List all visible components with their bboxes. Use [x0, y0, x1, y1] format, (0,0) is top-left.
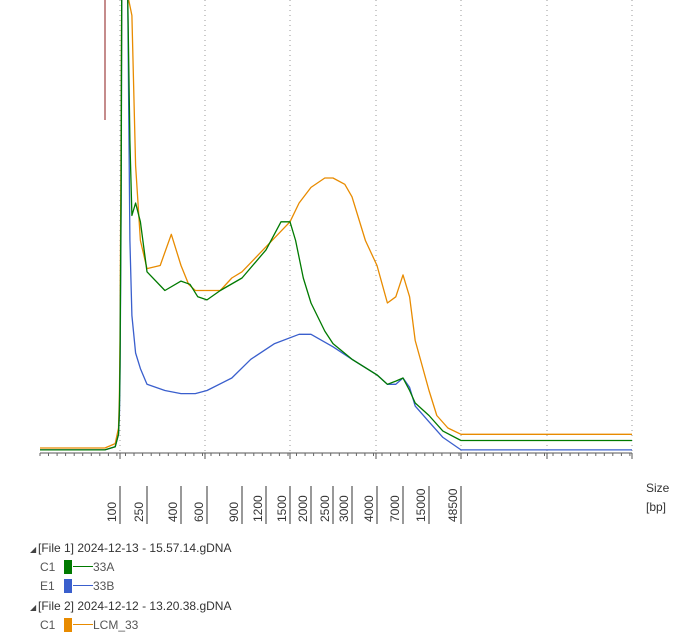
- legend-sample-name: 33B: [93, 579, 115, 593]
- ladder-tick-label: 48500: [446, 488, 460, 522]
- ladder-tick-label: 3000: [337, 495, 351, 522]
- legend-channel[interactable]: C1 33A: [30, 558, 231, 577]
- legend: ◢ [File 1] 2024-12-13 - 15.57.14.gDNA C1 33…: [30, 538, 231, 635]
- legend-file-1[interactable]: ◢ [File 1] 2024-12-13 - 15.57.14.gDNA: [30, 538, 231, 558]
- axis-unit-size: Size: [646, 481, 670, 495]
- ladder-tick-label: 2500: [318, 495, 332, 522]
- ladder-tick-label: 1200: [251, 495, 265, 522]
- legend-line-sample: [73, 624, 93, 625]
- ladder-tick-label: 7000: [388, 495, 402, 522]
- collapse-triangle-icon[interactable]: ◢: [30, 545, 37, 554]
- ladder-tick-label: 250: [132, 502, 146, 522]
- legend-channel[interactable]: C1 LCM_33: [30, 616, 231, 635]
- legend-color-swatch: [64, 618, 72, 632]
- legend-color-swatch: [64, 579, 72, 593]
- ladder-tick-label: 600: [192, 502, 206, 522]
- legend-sample-name: LCM_33: [93, 618, 139, 632]
- x-axis-minor-ticks: [39, 453, 633, 459]
- ladder-tick-label: 15000: [414, 488, 428, 522]
- legend-color-swatch: [64, 560, 72, 574]
- collapse-triangle-icon[interactable]: ◢: [30, 603, 37, 612]
- legend-file-2[interactable]: ◢ [File 2] 2024-12-12 - 13.20.38.gDNA: [30, 596, 231, 616]
- ladder-tick-label: 900: [227, 502, 241, 522]
- ladder-tick-label: 1500: [275, 495, 289, 522]
- axis-unit-bp: [bp]: [646, 500, 667, 514]
- legend-file-label: [File 1] 2024-12-13 - 15.57.14.gDNA: [38, 541, 232, 555]
- vertical-gridlines: [119, 0, 633, 453]
- legend-file-label: [File 2] 2024-12-12 - 13.20.38.gDNA: [38, 599, 232, 613]
- ladder-tick-label: 2000: [296, 495, 310, 522]
- legend-well-label: C1: [40, 618, 56, 632]
- legend-channel[interactable]: E1 33B: [30, 577, 231, 596]
- trace-lcm-33: [40, 0, 632, 449]
- trace-33a: [40, 0, 632, 451]
- legend-well-label: E1: [40, 579, 55, 593]
- legend-line-sample: [73, 585, 93, 586]
- traces: [40, 0, 632, 451]
- legend-sample-name: 33A: [93, 560, 115, 574]
- legend-well-label: C1: [40, 560, 56, 574]
- electropherogram-chart: 100 250 400 600 900 1200 1500 2000 2500 3000 4000 7…: [39, 0, 633, 524]
- ladder-tick-label: 4000: [362, 495, 376, 522]
- legend-line-sample: [73, 566, 93, 567]
- x-axis-ticks: 100 250 400 600 900 1200 1500 2000 2500 3000 4000 7…: [105, 486, 462, 524]
- ladder-tick-label: 400: [166, 502, 180, 522]
- ladder-tick-label: 100: [105, 502, 119, 522]
